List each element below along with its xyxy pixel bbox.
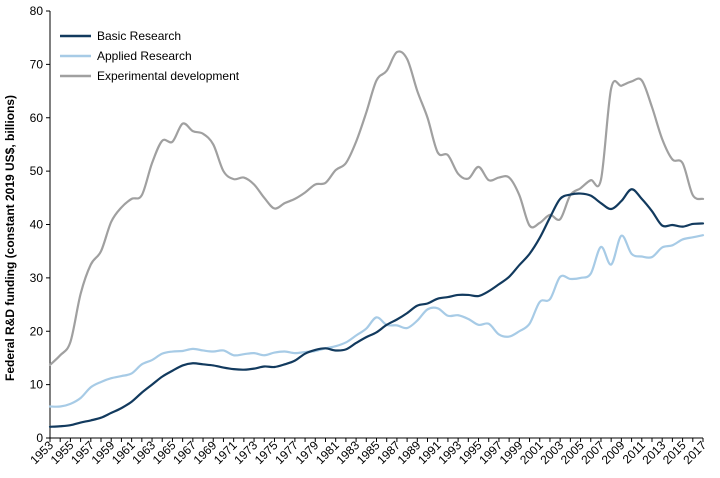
series-lines <box>48 50 705 428</box>
y-tick-label: 30 <box>30 271 44 285</box>
y-tick-label: 20 <box>30 324 44 338</box>
y-tick-label: 0 <box>36 431 43 445</box>
y-tick-label: 40 <box>30 218 44 232</box>
series-line-experimental-development <box>48 50 705 366</box>
x-axis-ticks: 1953195519571959196119631965196719691971… <box>27 438 709 467</box>
legend-label-experimental-development: Experimental development <box>97 69 240 83</box>
legend-label-basic-research: Basic Research <box>97 29 181 43</box>
y-axis-ticks: 0 10 20 30 40 50 60 70 80 <box>30 4 50 445</box>
y-tick-label: 60 <box>30 111 44 125</box>
y-tick-label: 50 <box>30 164 44 178</box>
series-line-applied-research <box>48 234 705 408</box>
y-tick-label: 80 <box>30 4 44 18</box>
y-axis-title: Federal R&D funding (constant 2019 US$, … <box>3 95 17 381</box>
x-tick-label: 2017 <box>680 438 709 467</box>
y-tick-label: 10 <box>30 378 44 392</box>
legend-label-applied-research: Applied Research <box>97 49 192 63</box>
legend: Basic Research Applied Research Experiment… <box>60 29 240 83</box>
series-line-basic-research <box>48 188 705 428</box>
y-tick-label: 70 <box>30 57 44 71</box>
